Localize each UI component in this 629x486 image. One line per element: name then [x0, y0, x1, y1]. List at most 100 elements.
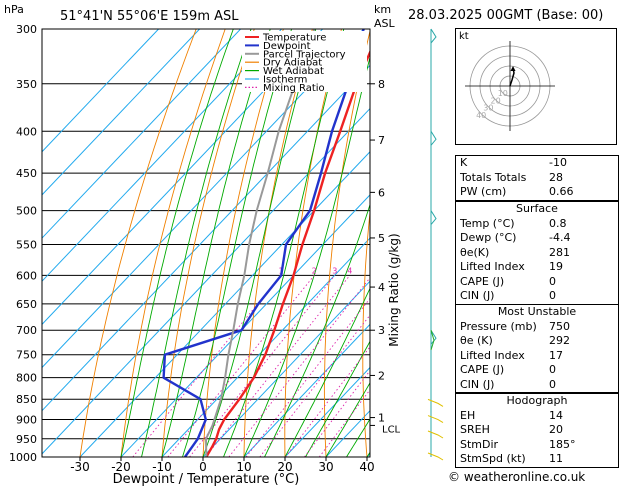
wind-barb [427, 430, 444, 439]
km-tick-label: 1 [378, 412, 385, 425]
surface-row: Dewp (°C) -4.4 [456, 231, 618, 246]
temp-tick-label: 30 [318, 460, 333, 474]
pressure-tick-label: 950 [16, 433, 37, 446]
km-tick-label: 6 [378, 186, 385, 199]
surface-value: 0 [549, 274, 556, 288]
surface-label: CIN (J) [460, 289, 495, 302]
pressure-tick-label: 700 [16, 324, 37, 337]
hodograph-stats-panel: Hodograph EH 14 SREH 20 StmDir 185° StmSpd (kt… [455, 393, 619, 468]
pressure-tick-label: 450 [16, 167, 37, 180]
dry-adiabat-line [362, 208, 370, 457]
surface-label: Dewp (°C) [460, 231, 517, 244]
isotherm-line [42, 64, 370, 412]
storm-motion-icon [510, 66, 516, 71]
most-unstable-label: CAPE (J) [460, 363, 505, 376]
mixing-ratio-line [205, 275, 351, 457]
most-unstable-label: Lifted Index [460, 348, 525, 362]
pressure-tick-label: 400 [16, 125, 37, 138]
wind-barb [430, 28, 437, 44]
wet-adiabat-line [264, 203, 370, 457]
index-row: K -10 [456, 156, 618, 171]
wet-adiabat-line [161, 29, 271, 457]
hodograph-ring-label: 20 [491, 96, 501, 105]
most-unstable-value: 750 [549, 319, 570, 333]
copyright-footer: © weatheronline.co.uk [448, 470, 586, 484]
hodograph-stat-label: SREH [460, 423, 490, 436]
surface-row: CAPE (J) 0 [456, 275, 618, 290]
most-unstable-label: CIN (J) [460, 377, 495, 391]
surface-row: CIN (J) 0 [456, 289, 618, 304]
isotherm-line [42, 107, 370, 455]
most-unstable-label: θe (K) [460, 334, 493, 347]
plot-frame [41, 28, 371, 458]
surface-value: 281 [549, 245, 570, 259]
km-tick-label: 4 [378, 281, 385, 294]
series-line [162, 29, 365, 457]
lcl-label: LCL [382, 424, 401, 435]
km-tick-label: 3 [378, 324, 385, 337]
temp-tick-label: -10 [152, 460, 172, 474]
pressure-tick-label: 500 [16, 205, 37, 218]
km-tick-label: 2 [378, 369, 385, 382]
surface-value: 19 [549, 260, 563, 273]
wet-adiabat-line [141, 29, 252, 457]
wet-adiabat-line [305, 340, 370, 457]
index-value: -10 [549, 156, 567, 169]
most-unstable-row: θe (K) 292 [456, 334, 618, 349]
pressure-tick-label: 300 [16, 23, 37, 36]
surface-value: 0 [549, 289, 556, 302]
isotherm-line [202, 280, 370, 457]
index-value: 0.66 [549, 185, 574, 198]
wind-barb [430, 210, 437, 225]
isotherm-line [284, 366, 370, 457]
dry-adiabat-line [161, 29, 255, 457]
isotherm-line [120, 194, 370, 457]
hodograph-kt-label: kt [459, 31, 469, 42]
isotherm-line [42, 29, 241, 239]
hodograph-ring-label: 40 [476, 111, 486, 120]
temp-tick-label: 20 [277, 460, 292, 474]
km-tick-label: 5 [378, 232, 385, 245]
hodograph-stat-value: 185° [549, 437, 576, 451]
hodograph-ring-label: 30 [483, 104, 493, 113]
most-unstable-row: Lifted Index 17 [456, 349, 618, 364]
most-unstable-title: Most Unstable [497, 305, 577, 318]
legend-entry: Dry Adiabat [263, 58, 322, 69]
pressure-tick-label: 1000 [9, 451, 37, 464]
index-label: PW (cm) [460, 185, 507, 198]
wet-adiabat-line [120, 29, 234, 457]
pressure-tick-label: 750 [16, 349, 37, 362]
hodograph-stat-row: StmDir 185° [456, 438, 618, 453]
most-unstable-value: 0 [549, 363, 556, 376]
most-unstable-label: Pressure (mb) [460, 319, 537, 333]
wind-barb [430, 329, 437, 345]
wet-adiabat-line [243, 55, 370, 457]
hodograph-stat-label: StmDir [460, 437, 499, 451]
series-line [205, 49, 370, 457]
surface-row: Lifted Index 19 [456, 260, 618, 275]
wet-adiabat-line [182, 29, 293, 457]
datetime-title: 28.03.2025 00GMT (Base: 00) [408, 8, 604, 23]
mixing-ratio-label: 15 [420, 266, 430, 275]
hodograph-stat-row: EH 14 [456, 409, 618, 424]
legend-entry: Temperature [262, 33, 326, 44]
index-row: Totals Totals 28 [456, 171, 618, 186]
pressure-tick-label: 600 [16, 269, 37, 282]
legend-entry: Wet Adiabat [263, 66, 324, 77]
mixing-ratio-label: 4 [347, 266, 352, 275]
index-label: K [460, 156, 468, 169]
legend-background [242, 31, 367, 92]
mixing-ratio-label: 3 [332, 266, 337, 275]
hodograph-stat-row: SREH 20 [456, 423, 618, 438]
surface-label: Temp (°C) [460, 216, 515, 230]
most-unstable-row: CAPE (J) 0 [456, 363, 618, 378]
most-unstable-value: 292 [549, 334, 570, 347]
dry-adiabat-line [243, 29, 313, 457]
chart-plot-area: 1 2 3 4 6 8 10 15 20 25 [42, 29, 430, 457]
isotherm-line [42, 29, 200, 196]
surface-label: Lifted Index [460, 260, 525, 273]
surface-value: -4.4 [549, 231, 571, 244]
